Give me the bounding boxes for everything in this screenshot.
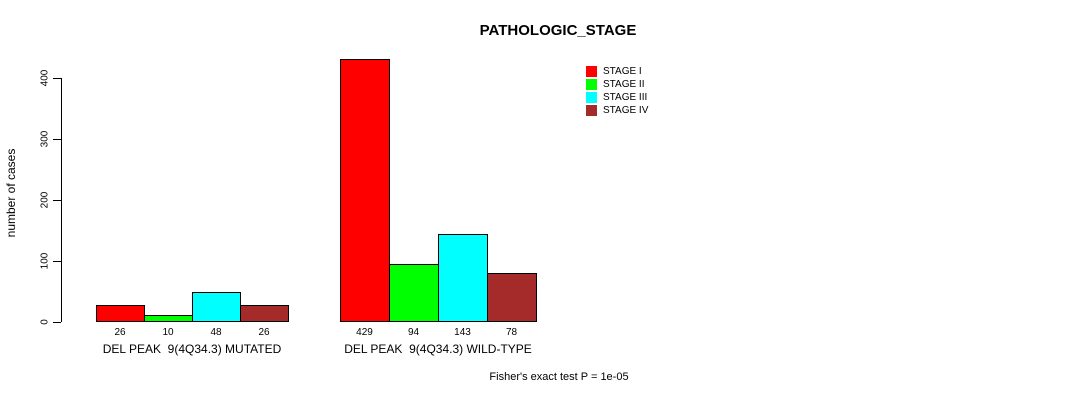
category-label-group-1: DEL PEAK 9(4Q34.3) WILD-TYPE [344, 342, 532, 356]
legend-color-swatch [586, 92, 597, 103]
bar-value-label: 26 [114, 327, 126, 338]
bar-stage-iv-group-1 [487, 273, 537, 322]
legend-item-label: STAGE III [603, 92, 648, 103]
bar-stage-iii-group-1 [438, 234, 488, 322]
annotation-text: Fisher's exact test P = 1e-05 [489, 371, 629, 383]
y-axis-label: number of cases [4, 148, 18, 238]
category-label-group-0: DEL PEAK 9(4Q34.3) MUTATED [102, 342, 282, 356]
y-tick-label: 0 [39, 319, 51, 325]
y-tick-label: 100 [39, 252, 51, 270]
legend-item: STAGE IV [586, 104, 648, 117]
legend-item: STAGE I [586, 65, 648, 78]
bar-stage-iii-group-0 [192, 292, 241, 322]
bar-value-label: 48 [210, 327, 222, 338]
y-tick-mark [53, 261, 61, 262]
y-tick-mark [53, 200, 61, 201]
bar-value-label: 429 [356, 327, 373, 338]
legend: STAGE I STAGE II STAGE III STAGE IV [586, 65, 648, 117]
legend-item-label: STAGE IV [603, 105, 649, 116]
bar-value-label: 94 [407, 327, 420, 338]
bar-stage-ii-group-1 [389, 264, 439, 322]
legend-color-swatch [586, 79, 597, 90]
y-tick-mark [53, 78, 61, 79]
y-tick-label: 400 [39, 69, 51, 87]
bar-stage-ii-group-0 [144, 315, 193, 322]
y-tick-label: 300 [39, 130, 51, 148]
bar-stage-i-group-0 [96, 305, 145, 322]
legend-item: STAGE III [586, 91, 648, 104]
legend-item-label: STAGE I [603, 66, 642, 77]
legend-item: STAGE II [586, 78, 648, 91]
legend-color-swatch [586, 105, 597, 116]
y-tick-label: 200 [39, 191, 51, 209]
bar-stage-iv-group-0 [240, 305, 289, 322]
y-tick-mark [53, 322, 61, 323]
legend-item-label: STAGE II [603, 79, 645, 90]
chart-title: PATHOLOGIC_STAGE [479, 22, 637, 39]
legend-color-swatch [586, 66, 597, 77]
bar-value-label: 26 [258, 327, 270, 338]
bar-value-label: 143 [454, 327, 471, 338]
y-axis-line [61, 78, 62, 322]
bar-value-label: 10 [162, 327, 174, 338]
bar-value-label: 78 [505, 327, 518, 338]
bar-stage-i-group-1 [340, 59, 390, 322]
y-tick-mark [53, 139, 61, 140]
